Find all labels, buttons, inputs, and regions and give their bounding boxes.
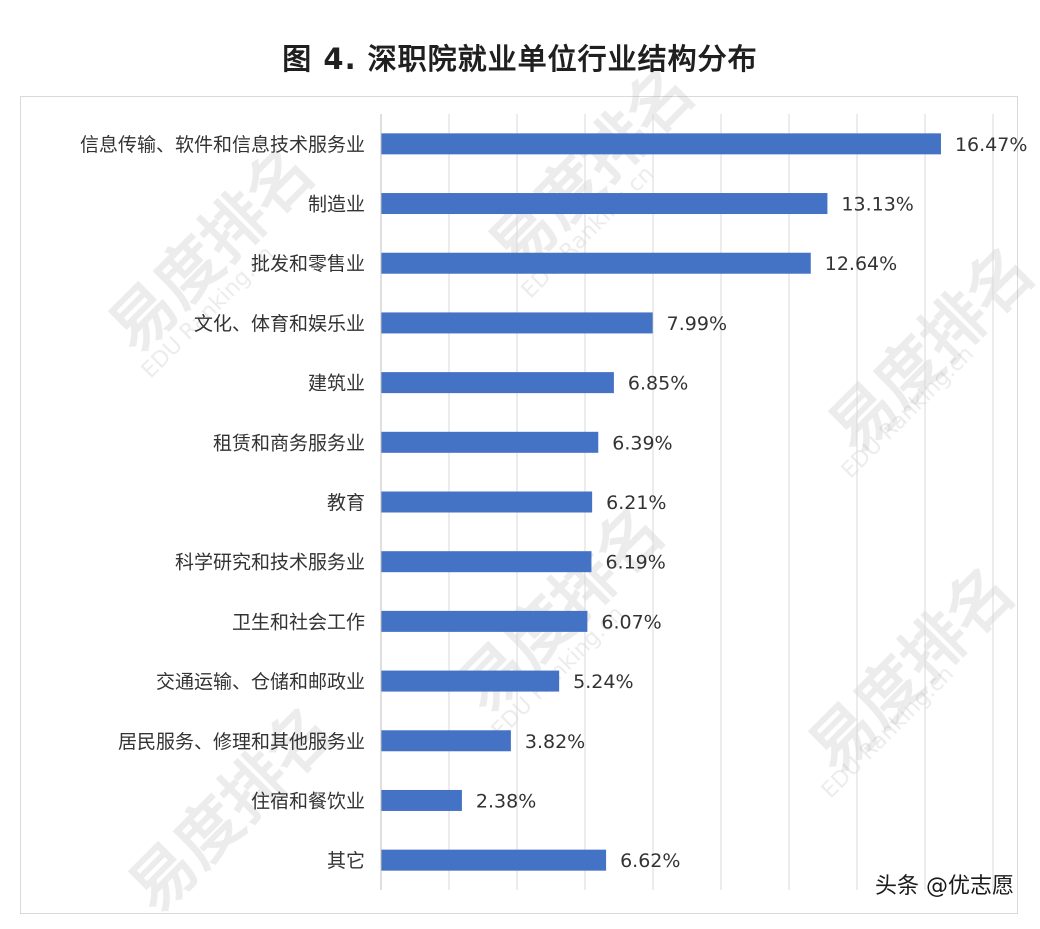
bar [381, 610, 588, 632]
bar [381, 372, 614, 394]
chart-title: 图 4. 深职院就业单位行业结构分布 [282, 42, 758, 76]
value-label: 6.19% [605, 552, 665, 574]
value-label: 7.99% [667, 313, 727, 335]
bar [381, 133, 941, 155]
value-label: 16.47% [955, 134, 1027, 156]
bar [381, 312, 653, 334]
category-label: 建筑业 [308, 373, 365, 395]
bar [381, 252, 811, 274]
category-label: 文化、体育和娱乐业 [194, 313, 365, 335]
bar [381, 193, 828, 215]
value-label: 6.39% [612, 432, 672, 454]
category-label: 住宿和餐饮业 [251, 790, 365, 812]
category-label: 居民服务、修理和其他服务业 [118, 731, 365, 753]
value-label: 5.24% [573, 671, 633, 693]
category-label: 交通运输、仓储和邮政业 [156, 671, 365, 693]
category-label: 批发和零售业 [251, 253, 365, 275]
value-label: 6.62% [620, 850, 680, 872]
category-label: 制造业 [308, 194, 365, 216]
value-label: 13.13% [841, 194, 913, 216]
category-label: 其它 [327, 850, 365, 872]
category-label: 卫生和社会工作 [232, 611, 365, 633]
category-label: 信息传输、软件和信息技术服务业 [80, 134, 365, 156]
plot-area-border [20, 96, 1018, 914]
value-label: 2.38% [476, 790, 536, 812]
value-label: 6.85% [628, 373, 688, 395]
bar [381, 551, 592, 573]
bar [381, 849, 607, 871]
value-label: 3.82% [525, 731, 585, 753]
bar [381, 431, 599, 453]
bar [381, 491, 593, 513]
source-credit: 头条 @优志愿 [875, 874, 1014, 899]
bar [381, 670, 560, 692]
value-label: 12.64% [825, 253, 897, 275]
bar [381, 789, 462, 811]
bar [381, 730, 511, 752]
value-label: 6.07% [601, 611, 661, 633]
category-label: 科学研究和技术服务业 [175, 552, 365, 574]
category-label: 教育 [327, 492, 365, 514]
value-label: 6.21% [606, 492, 666, 514]
category-label: 租赁和商务服务业 [213, 432, 365, 454]
